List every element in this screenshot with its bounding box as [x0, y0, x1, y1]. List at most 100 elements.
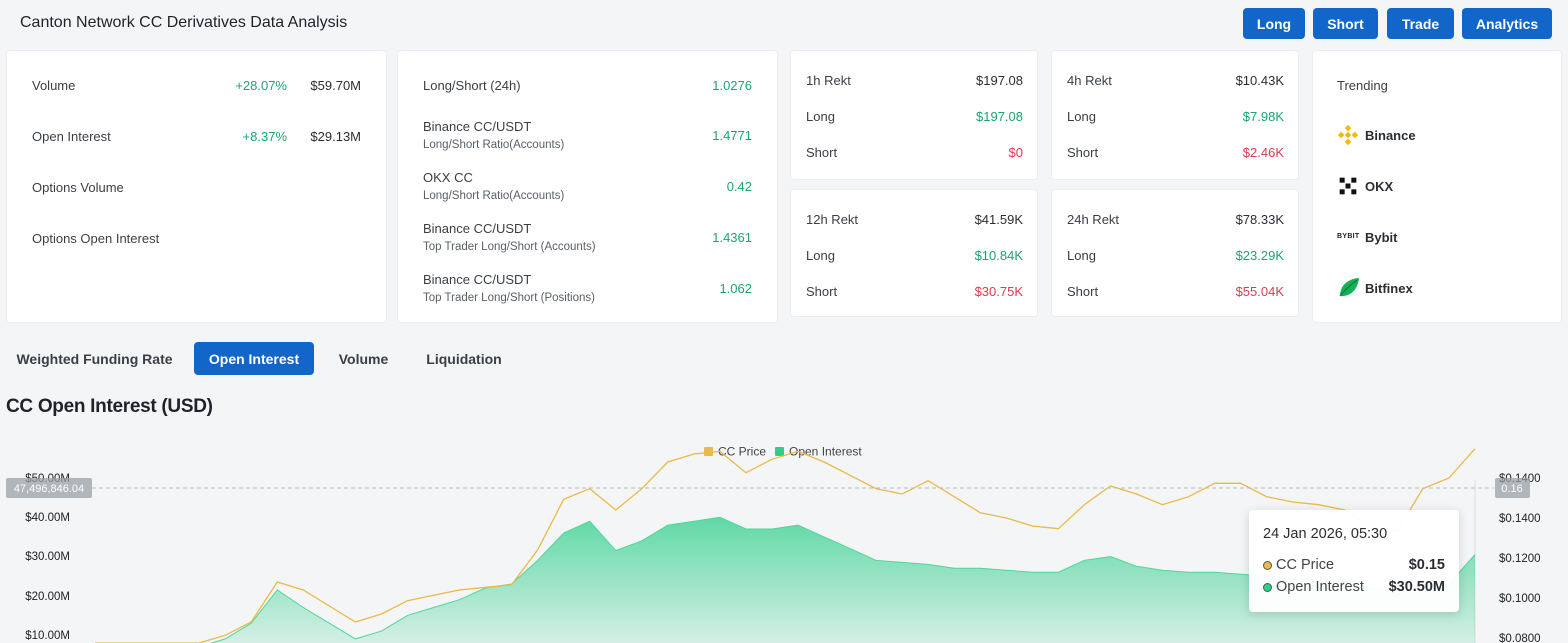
trade-button[interactable]: Trade	[1387, 8, 1454, 39]
trending-card: Trending Binance OKX BYBIT Bybit Bitfine…	[1312, 50, 1562, 323]
open-interest-label: Open Interest	[32, 129, 111, 144]
analytics-button[interactable]: Analytics	[1462, 8, 1552, 39]
trending-exchange-binance[interactable]: Binance	[1365, 128, 1416, 143]
tab-open-interest[interactable]: Open Interest	[194, 342, 314, 375]
tab-weighted-funding-rate[interactable]: Weighted Funding Rate	[16, 350, 173, 367]
chart-title: CC Open Interest (USD)	[6, 396, 213, 417]
tooltip-dot-cc-price	[1263, 560, 1272, 570]
rekt-short-value: $2.46K	[1242, 145, 1284, 160]
rekt-total: $10.43K	[1235, 73, 1284, 88]
series-cc-price-line	[95, 448, 1476, 643]
y-right-tick: $0.0800	[1499, 633, 1541, 643]
rekt-title: 4h Rekt	[1067, 73, 1112, 88]
ratio-value: 1.062	[719, 281, 752, 296]
rekt-long-label: Long	[806, 248, 835, 263]
short-button[interactable]: Short	[1313, 8, 1378, 39]
top-header: Canton Network CC Derivatives Data Analy…	[0, 0, 1568, 48]
y-right-tick: $0.1400	[1499, 513, 1541, 525]
rekt-24h-card: 24h Rekt $78.33K Long $23.29K Short $55.…	[1051, 189, 1299, 317]
series-open-interest-area	[95, 517, 1475, 643]
crosshair-right-label: 0.16	[1501, 483, 1522, 495]
rekt-short-label: Short	[1067, 145, 1099, 160]
rekt-1h-card: 1h Rekt $197.08 Long $197.08 Short $0	[790, 50, 1038, 180]
y-left-tick: $10.00M	[25, 630, 70, 642]
y-right-tick: $0.1200	[1499, 553, 1541, 565]
rekt-short-value: $55.04K	[1235, 284, 1284, 299]
rekt-title: 12h Rekt	[806, 212, 859, 227]
tab-liquidation[interactable]: Liquidation	[426, 350, 502, 367]
volume-change: +28.07%	[235, 78, 287, 93]
ratio-subtitle: Top Trader Long/Short (Positions)	[423, 292, 595, 304]
rekt-short-label: Short	[806, 145, 838, 160]
tooltip-row-cc-price: CC Price	[1263, 557, 1334, 573]
y-right-tick: $0.1000	[1499, 593, 1541, 605]
rekt-short-value: $0	[1008, 145, 1023, 160]
ratio-title: Long/Short (24h)	[423, 78, 521, 93]
tooltip-date: 24 Jan 2026, 05:30	[1263, 526, 1388, 542]
bybit-icon: BYBIT	[1337, 233, 1360, 240]
tooltip-label: CC Price	[1276, 557, 1335, 573]
rekt-short-value: $30.75K	[974, 284, 1023, 299]
ratio-value: 1.0276	[712, 78, 752, 93]
tooltip-value: $0.15	[1408, 557, 1445, 573]
ratio-title: Binance CC/USDT	[423, 272, 532, 287]
ratio-subtitle: Top Trader Long/Short (Accounts)	[423, 241, 596, 253]
tooltip-dot-open-interest	[1263, 582, 1272, 592]
options-open-interest-label: Options Open Interest	[32, 231, 160, 246]
rekt-title: 24h Rekt	[1067, 212, 1120, 227]
open-interest-change: +8.37%	[242, 129, 287, 144]
trending-exchange-bybit[interactable]: Bybit	[1365, 230, 1398, 245]
volume-label: Volume	[32, 78, 76, 93]
chart-tooltip: 24 Jan 2026, 05:30 CC Price $0.15 Open I…	[1249, 510, 1459, 612]
series-open-interest-line	[209, 516, 1476, 643]
rekt-long-value: $197.08	[976, 109, 1023, 124]
crosshair-left-label-bg	[6, 478, 92, 498]
ratio-value: 0.42	[726, 179, 752, 194]
y-left-tick: $30.00M	[25, 551, 70, 563]
rekt-long-label: Long	[1067, 109, 1096, 124]
rekt-12h-card: 12h Rekt $41.59K Long $10.84K Short $30.…	[790, 189, 1038, 317]
rekt-title: 1h Rekt	[806, 73, 851, 88]
trending-title: Trending	[1337, 78, 1388, 93]
rekt-long-label: Long	[806, 109, 835, 124]
open-interest-value: $29.13M	[310, 129, 361, 144]
crosshair-left-label: 47,496,846.04	[14, 483, 84, 495]
ratio-title: Binance CC/USDT	[423, 119, 532, 134]
long-short-ratio-card: Long/Short (24h) 1.0276 Binance CC/USDT …	[397, 50, 778, 323]
long-button[interactable]: Long	[1243, 8, 1305, 39]
options-volume-label: Options Volume	[32, 180, 124, 195]
rekt-short-label: Short	[806, 284, 838, 299]
ratio-title: OKX CC	[423, 170, 473, 185]
ratio-title: Binance CC/USDT	[423, 221, 532, 236]
tab-volume[interactable]: Volume	[338, 350, 389, 367]
page-title: Canton Network CC Derivatives Data Analy…	[20, 14, 348, 31]
market-stats-card: Volume +28.07% $59.70M Open Interest +8.…	[6, 50, 387, 323]
legend-swatch-cc-price	[704, 447, 713, 456]
binance-icon	[1337, 124, 1359, 146]
y-left-tick: $40.00M	[25, 512, 70, 524]
okx-icon	[1339, 177, 1357, 195]
rekt-long-value: $7.98K	[1242, 109, 1284, 124]
rekt-short-label: Short	[1067, 284, 1099, 299]
rekt-long-value: $10.84K	[974, 248, 1023, 263]
rekt-4h-card: 4h Rekt $10.43K Long $7.98K Short $2.46K	[1051, 50, 1299, 180]
crosshair-right-label-bg	[1495, 478, 1530, 498]
rekt-total: $197.08	[976, 73, 1023, 88]
tooltip-label: Open Interest	[1276, 579, 1364, 595]
trending-exchange-bitfinex[interactable]: Bitfinex	[1365, 281, 1413, 296]
rekt-long-value: $23.29K	[1235, 248, 1284, 263]
legend-cc-price[interactable]: CC Price	[718, 445, 766, 459]
ratio-subtitle: Long/Short Ratio(Accounts)	[423, 139, 565, 151]
rekt-long-label: Long	[1067, 248, 1096, 263]
tooltip-value: $30.50M	[1388, 579, 1445, 595]
trending-exchange-okx[interactable]: OKX	[1365, 179, 1394, 194]
bitfinex-icon	[1339, 278, 1359, 297]
tooltip-row-open-interest: Open Interest	[1263, 579, 1364, 595]
volume-value: $59.70M	[310, 78, 361, 93]
legend-swatch-open-interest	[775, 447, 784, 456]
ratio-subtitle: Long/Short Ratio(Accounts)	[423, 190, 565, 202]
y-left-tick: $20.00M	[25, 591, 70, 603]
ratio-value: 1.4771	[712, 128, 752, 143]
open-interest-chart[interactable]: CC Price Open Interest $50.00M $40.00M $…	[0, 430, 1568, 643]
ratio-value: 1.4361	[712, 230, 752, 245]
